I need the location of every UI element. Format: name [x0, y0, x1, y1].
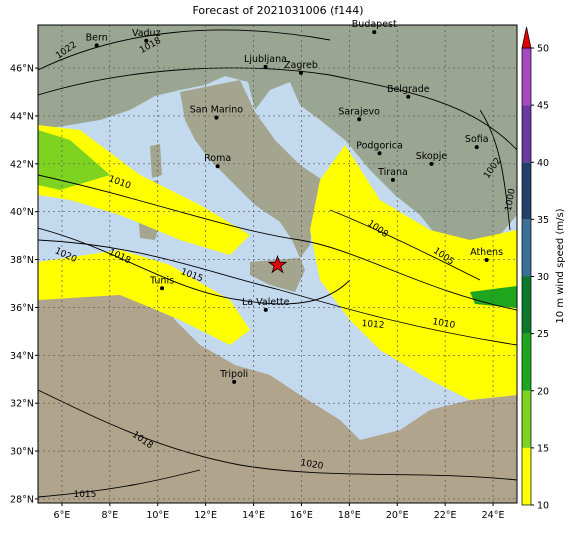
- colorbar-segment: [522, 276, 531, 334]
- colorbar-tick-label: 25: [537, 329, 549, 340]
- colorbar-tick-label: 45: [537, 101, 549, 112]
- colorbar-segment: [522, 105, 531, 163]
- city-dot: [357, 117, 362, 122]
- wind-area: [470, 286, 517, 308]
- colorbar-tick-label: 20: [537, 386, 549, 397]
- colorbar-tick-label: 30: [537, 272, 549, 283]
- city-label: Roma: [204, 153, 231, 164]
- lat-tick-label: 42°N: [10, 159, 34, 170]
- isobar-label: 1000: [504, 187, 518, 212]
- wind-area: [38, 250, 250, 345]
- city-label: Skopje: [416, 151, 448, 162]
- city-dot: [263, 64, 268, 69]
- city-label: Sofia: [465, 134, 489, 145]
- wind-area: [38, 125, 250, 255]
- lat-tick-label: 38°N: [10, 255, 34, 266]
- city-label: Tirana: [377, 167, 408, 178]
- city-dot: [94, 43, 99, 48]
- lon-tick-label: 24°E: [482, 510, 505, 521]
- city-dot: [429, 161, 434, 166]
- colorbar-tick-label: 35: [537, 215, 549, 226]
- colorbar-segment: [522, 447, 531, 505]
- city-dot: [263, 307, 268, 312]
- city-dot: [144, 38, 149, 43]
- lon-tick-label: 18°E: [338, 510, 361, 521]
- isobar-label: 1010: [432, 317, 457, 331]
- city-dot: [484, 258, 489, 263]
- city-dot: [377, 151, 382, 156]
- lon-tick-label: 20°E: [386, 510, 409, 521]
- lon-tick-label: 6°E: [54, 510, 71, 521]
- city-label: Athens: [470, 247, 503, 258]
- lat-tick-label: 34°N: [10, 351, 34, 362]
- colorbar-tick-label: 40: [537, 158, 549, 169]
- isobar-label: 1012: [361, 319, 385, 331]
- city-label: Vaduz: [132, 28, 161, 39]
- city-dot: [298, 70, 303, 75]
- land-italy: [180, 80, 350, 258]
- wind-area: [38, 130, 110, 190]
- city-dot: [215, 164, 220, 169]
- land-sicily: [250, 258, 305, 292]
- colorbar-segment: [522, 162, 531, 220]
- map-frame: [37, 24, 518, 504]
- city-label: Belgrade: [387, 84, 430, 95]
- lon-tick-label: 8°E: [101, 510, 118, 521]
- city-label: Podgorica: [356, 140, 403, 151]
- lon-tick-label: 12°E: [194, 510, 217, 521]
- city-label: Budapest: [352, 19, 397, 30]
- colorbar-segment: [522, 219, 531, 277]
- city-label: Ljubljana: [244, 54, 287, 65]
- city-dot: [372, 30, 377, 35]
- isobar-label: 1015: [73, 490, 96, 500]
- city-dot: [214, 115, 219, 120]
- city-label: La Valette: [242, 297, 290, 308]
- colorbar-tick-label: 10: [537, 501, 549, 512]
- city-dot: [406, 94, 411, 99]
- city-label: Bern: [86, 32, 108, 43]
- lat-tick-label: 44°N: [10, 111, 34, 122]
- isobars: [38, 29, 517, 498]
- colorbar-segment: [522, 390, 531, 448]
- city-dot: [474, 145, 479, 150]
- city-dot: [232, 379, 237, 384]
- lon-tick-label: 14°E: [242, 510, 265, 521]
- city-label: Sarajevo: [338, 106, 380, 117]
- city-label: Tripoli: [219, 369, 248, 380]
- colorbar-segment: [522, 48, 531, 106]
- colorbar-tick-label: 15: [537, 443, 549, 454]
- land-corsica: [150, 144, 162, 178]
- lat-tick-label: 36°N: [10, 303, 34, 314]
- city-label: Zagreb: [284, 60, 318, 71]
- lon-tick-label: 16°E: [290, 510, 313, 521]
- lat-tick-label: 28°N: [10, 494, 34, 505]
- location-star: [267, 254, 288, 274]
- title: Forecast of 2021031006 (f144): [192, 4, 363, 17]
- lat-tick-label: 30°N: [10, 447, 34, 458]
- lon-tick-label: 22°E: [434, 510, 457, 521]
- city-label: Tunis: [149, 275, 174, 286]
- city-label: San Marino: [190, 105, 243, 116]
- lat-tick-label: 46°N: [10, 64, 34, 75]
- colorbar-tick-label: 50: [537, 44, 549, 55]
- lat-tick-label: 32°N: [10, 399, 34, 410]
- colorbar-segment: [522, 333, 531, 391]
- isobar-label: 1020: [300, 458, 325, 472]
- city-dot: [160, 286, 165, 291]
- colorbar-label: 10 m wind speed (m/s): [555, 208, 566, 323]
- city-dot: [390, 177, 395, 182]
- lat-tick-label: 40°N: [10, 207, 34, 218]
- colorbar-extend: [521, 26, 532, 49]
- lon-tick-label: 10°E: [146, 510, 169, 521]
